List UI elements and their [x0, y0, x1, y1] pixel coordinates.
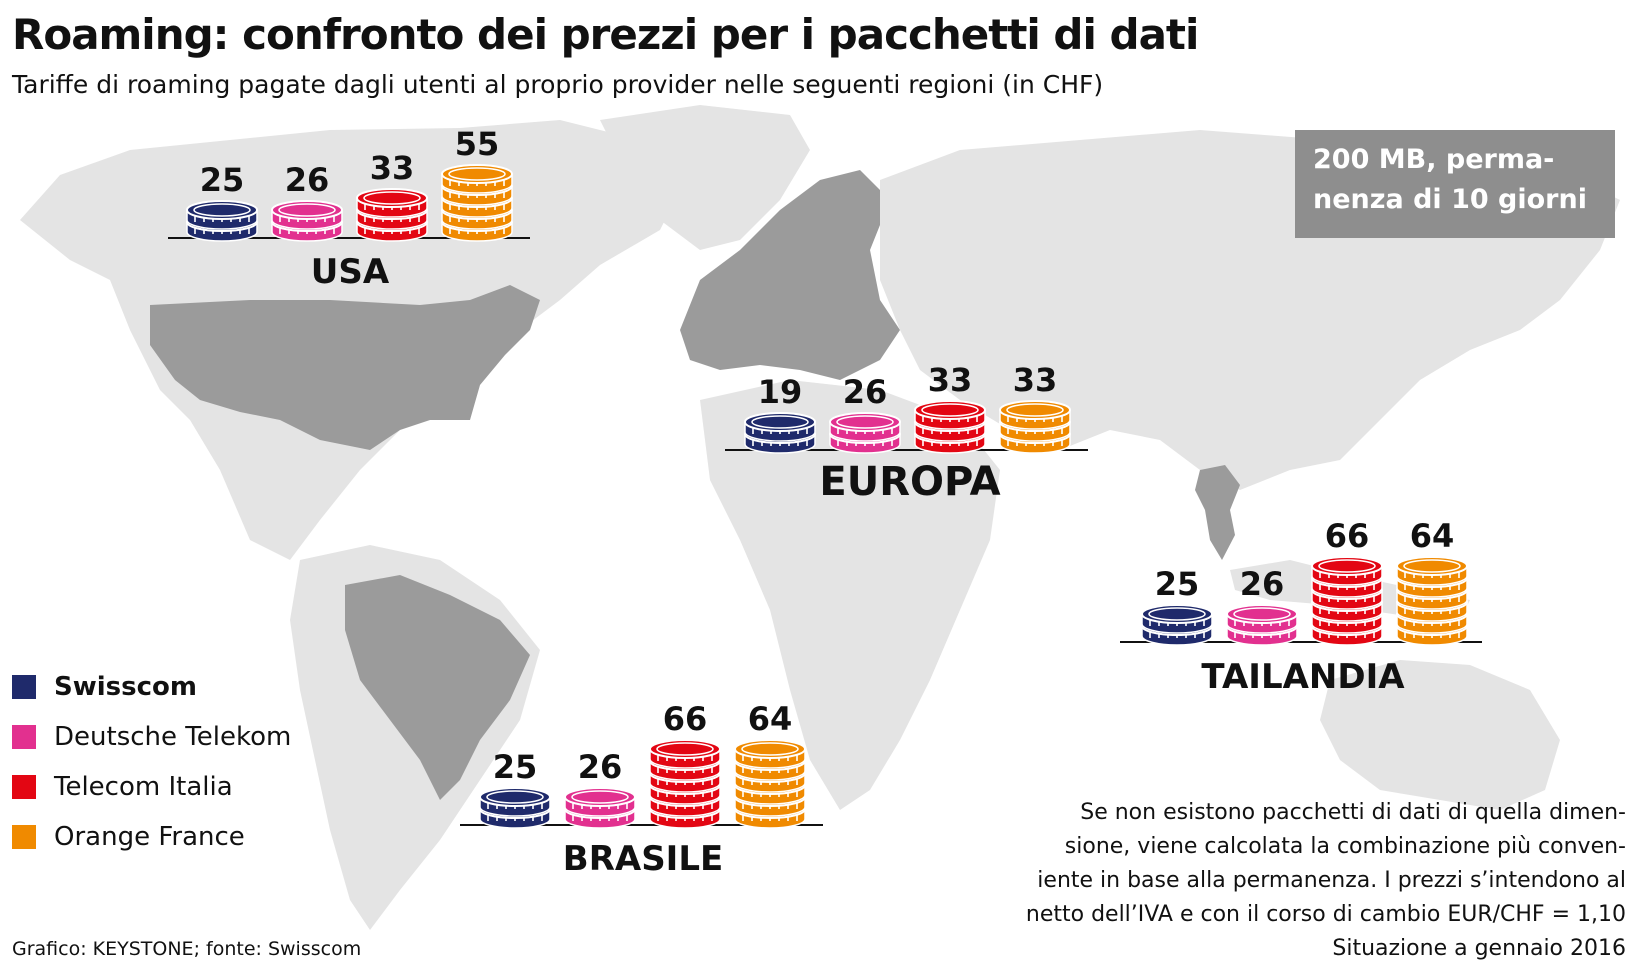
value-label-usa-deutsche-telekom: 26: [285, 161, 330, 199]
value-label-tailandia-telecom-italia: 66: [1325, 517, 1370, 555]
methodology-note: Se non esistono pacchetti di dati di que…: [906, 796, 1626, 966]
usa-landmass: [150, 285, 540, 450]
note-line-1: Se non esistono pacchetti di dati di que…: [1080, 800, 1626, 825]
coin-stack-tailandia-swisscom: [1141, 604, 1213, 646]
value-label-europa-swisscom: 19: [758, 373, 803, 411]
value-label-europa-deutsche-telekom: 26: [843, 373, 888, 411]
region-usa: 25 26 33 55 USA: [168, 125, 530, 292]
legend-swatch-swisscom: [12, 675, 36, 699]
value-label-brasile-deutsche-telekom: 26: [578, 748, 623, 786]
coin-stack-usa-swisscom: [186, 200, 258, 242]
package-info-line-1: 200 MB, perma-: [1313, 144, 1555, 175]
coin-stack-tailandia-orange-france: [1396, 556, 1468, 646]
region-europa: 19 26 33 33 EUROPA: [725, 361, 1088, 505]
brazil-landmass: [345, 575, 530, 800]
coin-stack-usa-orange-france: [441, 164, 513, 242]
legend-label-orange-france: Orange France: [54, 822, 245, 852]
region-brasile: 25 26 66 64 BRASILE: [460, 700, 823, 879]
note-line-3: iente in base alla permanenza. I prezzi …: [1037, 868, 1626, 893]
coin-stack-usa-deutsche-telekom: [271, 200, 343, 242]
region-label-brasile: BRASILE: [563, 839, 723, 879]
value-label-tailandia-deutsche-telekom: 26: [1240, 565, 1285, 603]
region-label-europa: EUROPA: [819, 459, 1000, 505]
value-label-brasile-orange-france: 64: [748, 700, 793, 738]
coin-stack-tailandia-deutsche-telekom: [1226, 604, 1298, 646]
legend-item-swisscom: Swisscom: [12, 662, 291, 712]
region-tailandia: 25 26 66 64 TAILANDIA: [1120, 517, 1482, 697]
value-label-usa-swisscom: 25: [200, 161, 245, 199]
region-label-usa: USA: [311, 252, 390, 292]
region-groups: 25 26 33 55 USA 19 26 33 33 EUROPA 25 26 66 64 TAILAND…: [168, 125, 1482, 879]
legend-label-swisscom: Swisscom: [54, 672, 197, 702]
coin-stack-europa-swisscom: [744, 412, 816, 454]
africa-landmass: [700, 380, 1000, 810]
thailand-landmass: [1195, 465, 1240, 560]
value-label-usa-telecom-italia: 33: [370, 149, 415, 187]
value-label-europa-telecom-italia: 33: [928, 361, 973, 399]
value-label-brasile-swisscom: 25: [493, 748, 538, 786]
note-line-2: sione, viene calcolata la combinazione p…: [1064, 834, 1626, 859]
coin-stack-brasile-swisscom: [479, 787, 551, 829]
note-line-4: netto dell’IVA e con il corso di cambio …: [1025, 902, 1626, 927]
coin-stack-usa-telecom-italia: [356, 188, 428, 242]
value-label-tailandia-orange-france: 64: [1410, 517, 1455, 555]
europe-landmass: [680, 170, 900, 380]
legend-swatch-telecom-italia: [12, 775, 36, 799]
greenland-landmass: [600, 105, 810, 250]
legend-item-orange-france: Orange France: [12, 812, 291, 862]
source-credit: Grafico: KEYSTONE; fonte: Swisscom: [12, 938, 362, 960]
legend-swatch-deutsche-telekom: [12, 725, 36, 749]
coin-stack-brasile-orange-france: [734, 739, 806, 829]
legend-label-deutsche-telekom: Deutsche Telekom: [54, 722, 292, 752]
coin-stack-brasile-telecom-italia: [649, 739, 721, 829]
coin-stack-brasile-deutsche-telekom: [564, 787, 636, 829]
chart-title: Roaming: confronto dei prezzi per i pacc…: [12, 10, 1199, 59]
legend: Swisscom Deutsche Telekom Telecom Italia…: [12, 662, 291, 862]
legend-label-telecom-italia: Telecom Italia: [54, 772, 233, 802]
coin-stack-tailandia-telecom-italia: [1311, 556, 1383, 646]
coin-stack-europa-deutsche-telekom: [829, 412, 901, 454]
package-info-line-2: nenza di 10 giorni: [1313, 184, 1587, 215]
coin-stack-europa-orange-france: [999, 400, 1071, 454]
package-info-box: 200 MB, perma- nenza di 10 giorni: [1295, 130, 1615, 238]
region-label-tailandia: TAILANDIA: [1201, 657, 1405, 697]
value-label-brasile-telecom-italia: 66: [663, 700, 708, 738]
value-label-tailandia-swisscom: 25: [1155, 565, 1200, 603]
note-line-5: Situazione a gennaio 2016: [1332, 936, 1626, 961]
legend-item-deutsche-telekom: Deutsche Telekom: [12, 712, 291, 762]
legend-item-telecom-italia: Telecom Italia: [12, 762, 291, 812]
coin-stack-europa-telecom-italia: [914, 400, 986, 454]
value-label-europa-orange-france: 33: [1013, 361, 1058, 399]
value-label-usa-orange-france: 55: [455, 125, 500, 163]
legend-swatch-orange-france: [12, 825, 36, 849]
chart-subtitle: Tariffe di roaming pagate dagli utenti a…: [12, 70, 1104, 99]
australia-landmass: [1320, 660, 1560, 810]
world-map: [20, 105, 1620, 930]
